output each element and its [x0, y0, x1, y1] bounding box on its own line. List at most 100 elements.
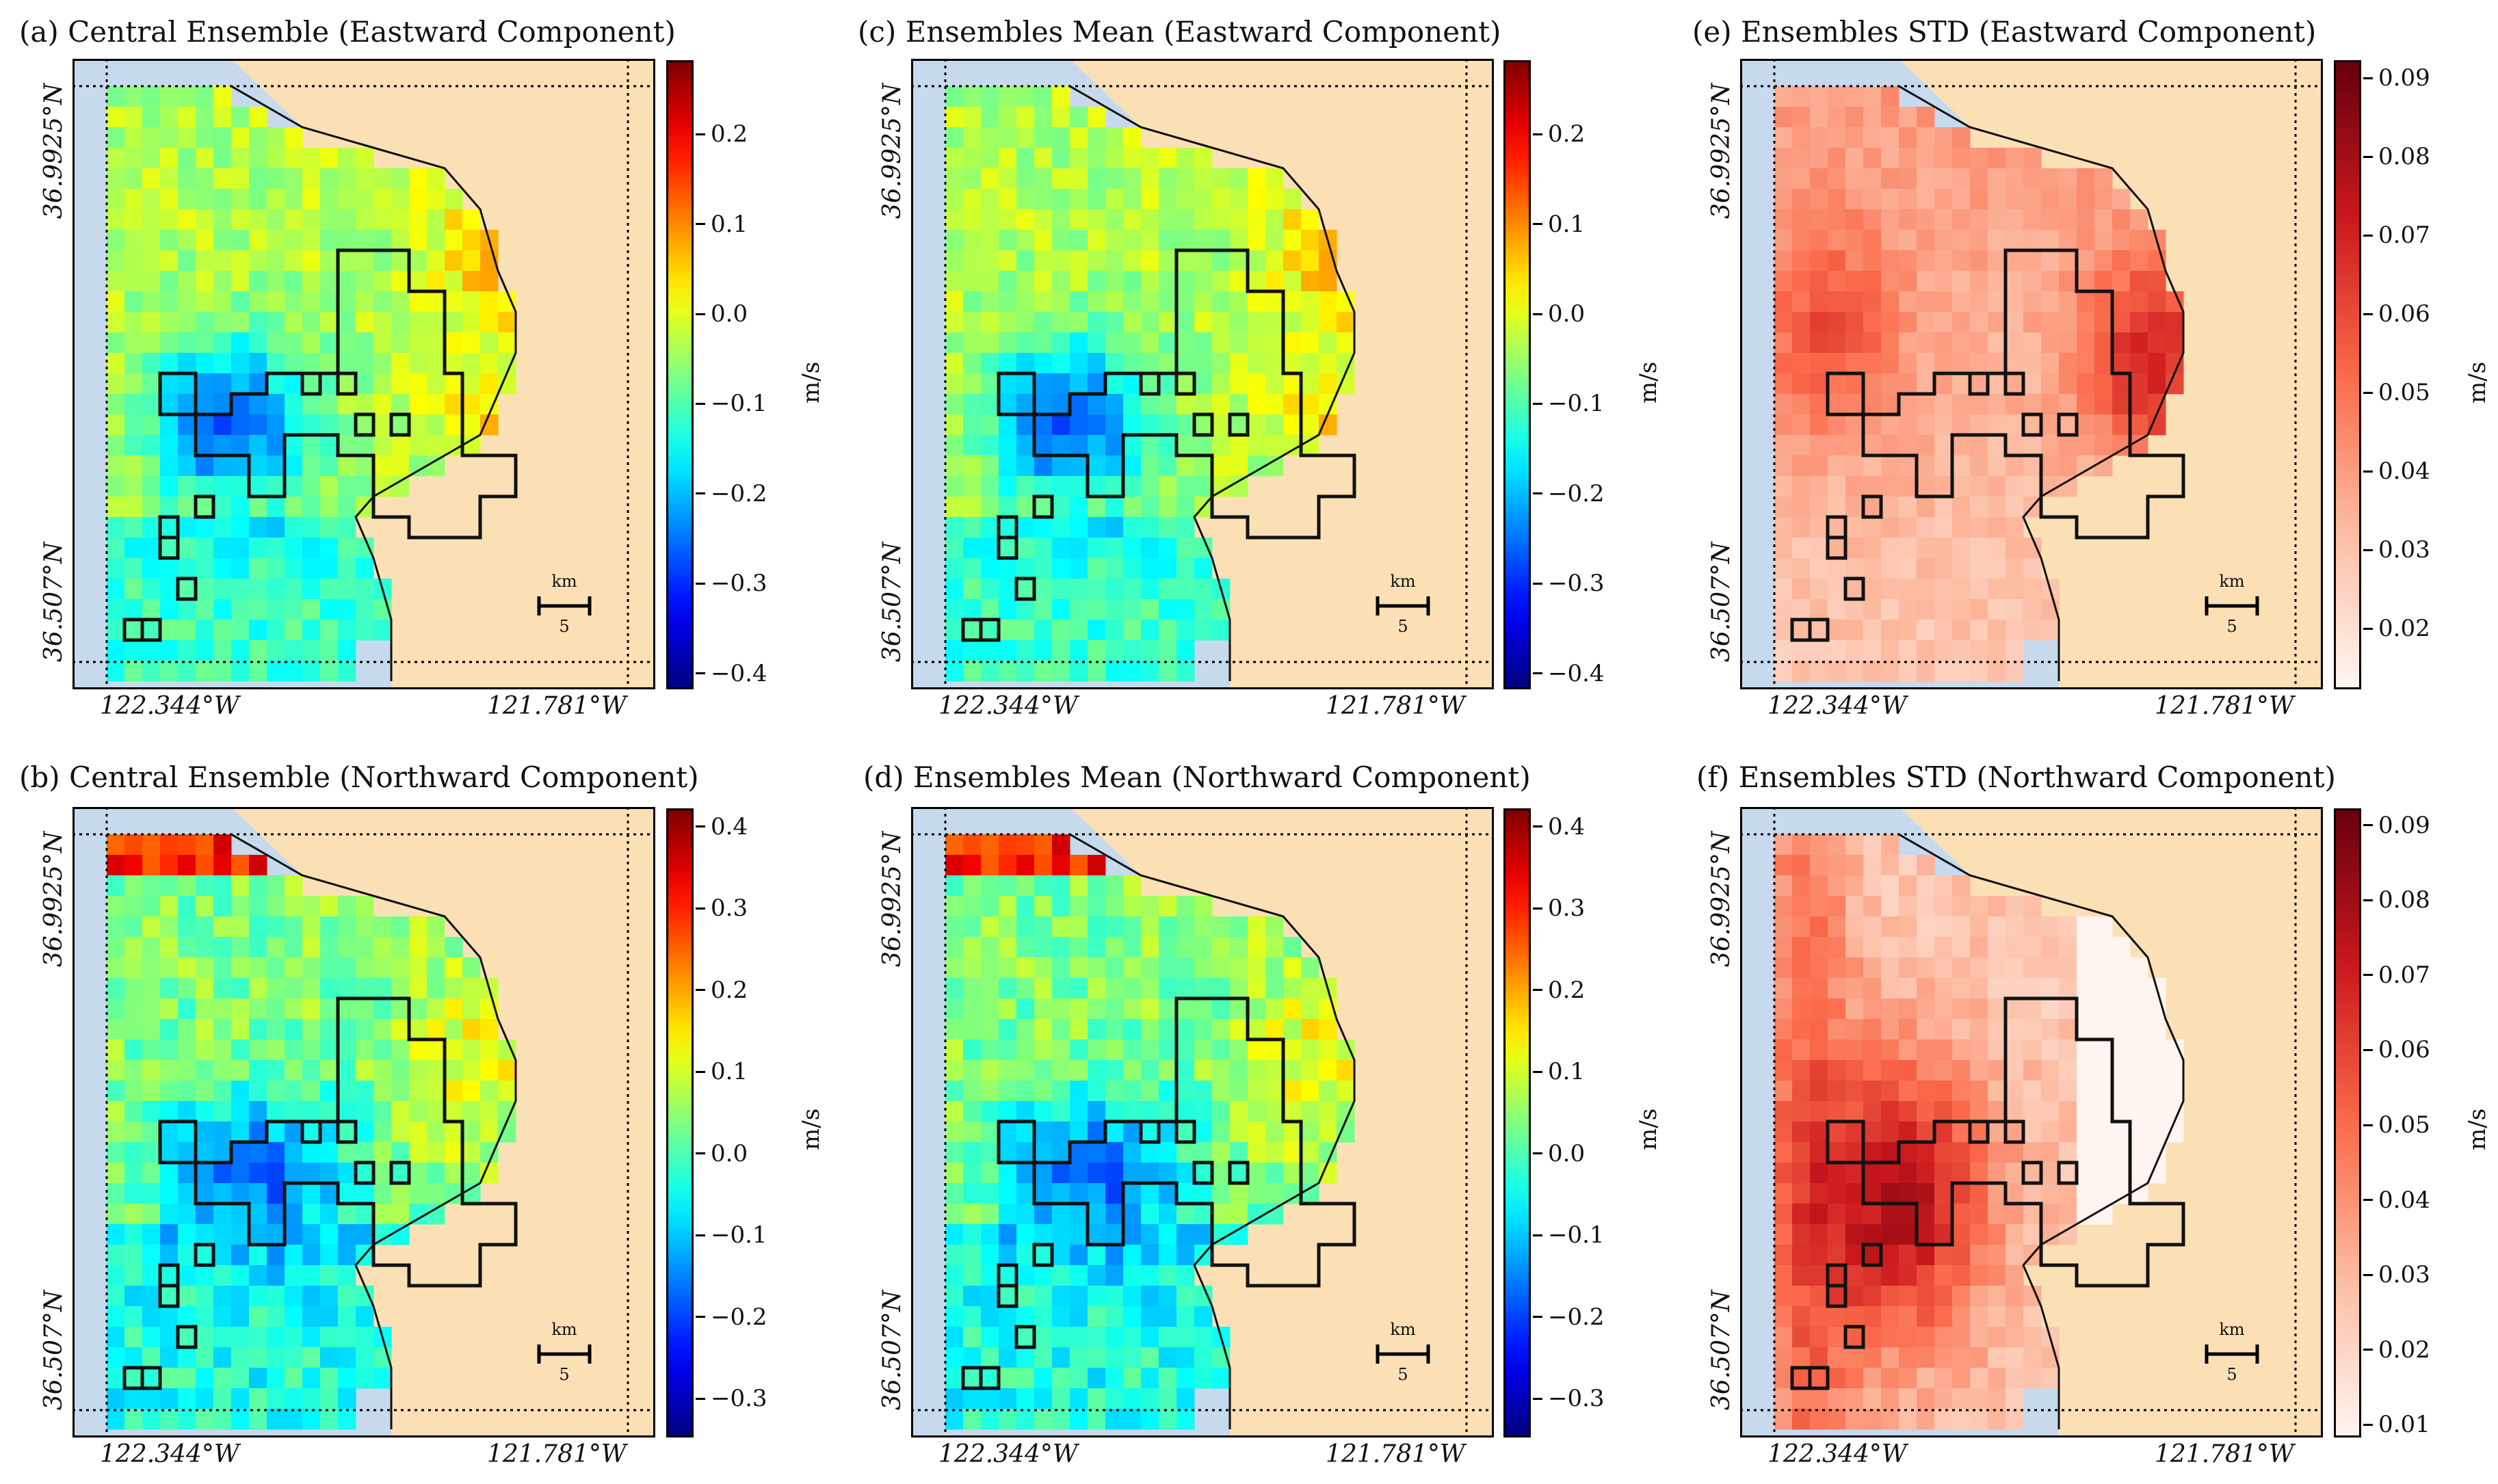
data-cell: [1016, 1265, 1035, 1286]
data-cell: [1828, 168, 1846, 189]
data-cell: [249, 1101, 267, 1122]
data-cell: [213, 517, 232, 538]
data-cell: [1881, 1245, 1899, 1266]
scalebar-line: [537, 1344, 592, 1364]
data-cell: [1845, 435, 1864, 456]
data-cell: [1176, 455, 1195, 477]
data-cell: [285, 517, 303, 538]
data-cell: [1194, 599, 1213, 620]
data-cell: [1176, 1286, 1195, 1307]
data-cell: [124, 86, 143, 107]
data-cell: [1319, 414, 1337, 436]
data-cell: [196, 1122, 214, 1143]
colorbar-tick-mark: [696, 1234, 705, 1236]
data-cell: [1159, 1245, 1177, 1266]
data-cell: [267, 435, 285, 456]
data-cell: [1034, 1081, 1053, 1102]
data-cell: [1052, 916, 1070, 938]
data-cell: [1881, 209, 1899, 230]
data-cell: [320, 455, 339, 477]
data-cell: [1105, 332, 1124, 354]
data-cell: [1194, 1347, 1213, 1368]
data-cell: [160, 414, 179, 436]
data-cell: [1230, 291, 1248, 313]
data-cell: [1828, 1204, 1846, 1225]
colorbar-tick-label: −0.2: [711, 479, 767, 507]
data-cell: [981, 1286, 999, 1307]
data-cell: [1176, 599, 1195, 620]
data-cell: [1863, 332, 1882, 354]
data-cell: [2006, 250, 2024, 271]
map-frame: [73, 807, 655, 1437]
data-cell: [267, 455, 285, 477]
data-cell: [1899, 1306, 1917, 1327]
data-cell: [2023, 1347, 2042, 1368]
data-cell: [1016, 937, 1035, 958]
data-cell: [1917, 230, 1935, 251]
data-cell: [1016, 476, 1035, 497]
data-cell: [2059, 1183, 2077, 1204]
colorbar-tick-label: 0.06: [2378, 300, 2430, 328]
data-cell: [1070, 855, 1088, 876]
data-cell: [320, 957, 339, 979]
data-cell: [963, 230, 982, 251]
data-cell: [1265, 1019, 1284, 1040]
data-cell: [462, 1019, 481, 1040]
data-cell: [981, 476, 999, 497]
data-cell: [1070, 517, 1088, 538]
data-cell: [1970, 1224, 1988, 1245]
grid-box: [2057, 1161, 2079, 1185]
data-cell: [2006, 620, 2024, 641]
data-cell: [1952, 1224, 1971, 1245]
data-cell: [1159, 476, 1177, 497]
data-cell: [1141, 1142, 1159, 1163]
data-cell: [1934, 1368, 1953, 1389]
data-cell: [160, 998, 179, 1020]
data-cell: [1212, 230, 1231, 251]
data-cell: [196, 661, 214, 682]
data-cell: [945, 599, 964, 620]
scalebar-line: [1376, 1344, 1430, 1364]
data-cell: [1319, 1101, 1337, 1122]
coastline: [1069, 85, 1356, 681]
panel-f-scalebar: km 5: [2201, 1320, 2263, 1388]
data-cell: [999, 1347, 1017, 1368]
data-cell: [1088, 1039, 1106, 1061]
data-cell: [1088, 1245, 1106, 1266]
scalebar-length: 5: [1397, 617, 1408, 636]
data-cell: [999, 1101, 1017, 1122]
grid-box: [1192, 1161, 1214, 1185]
data-cell: [1301, 1122, 1319, 1143]
data-cell: [2006, 230, 2024, 251]
data-cell: [160, 916, 179, 938]
data-cell: [409, 250, 428, 271]
data-cell: [1159, 168, 1177, 189]
data-cell: [1212, 271, 1231, 292]
panel-c-lon-left: 122.344°W: [938, 692, 1078, 720]
panel-c-colorbar: 0.2 0.1 0.0 −0.1 −0.2 −0.3 −0.4: [1503, 60, 1605, 689]
data-cell: [1917, 937, 1935, 958]
colorbar-tick-mark: [696, 825, 705, 828]
data-cell: [1952, 1163, 1971, 1184]
data-cell: [1052, 455, 1070, 477]
grid-box: [2003, 371, 2025, 396]
data-cell: [1774, 373, 1793, 395]
data-cell: [1105, 1409, 1124, 1430]
data-cell: [338, 1081, 356, 1102]
data-cell: [302, 640, 321, 661]
data-cell: [2059, 291, 2077, 313]
data-cell: [1141, 1060, 1159, 1081]
data-cell: [1141, 168, 1159, 189]
data-cell: [160, 558, 179, 579]
data-cell: [1265, 435, 1284, 456]
data-cell: [124, 1019, 143, 1040]
data-cell: [231, 937, 250, 958]
data-cell: [1934, 127, 1953, 148]
data-cell: [498, 373, 516, 395]
data-cell: [1845, 517, 1864, 538]
data-cell: [320, 1265, 339, 1286]
data-cell: [999, 86, 1017, 107]
data-cell: [1970, 1122, 1988, 1143]
data-cell: [1176, 373, 1195, 395]
data-cell: [1034, 250, 1053, 271]
